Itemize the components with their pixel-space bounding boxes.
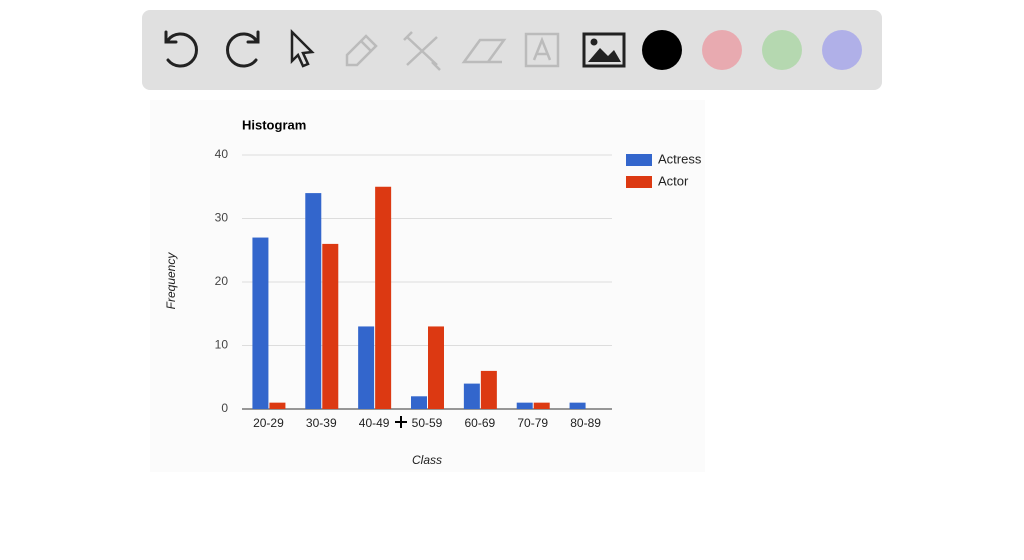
bar bbox=[428, 326, 444, 409]
x-tick-label: 60-69 bbox=[465, 416, 496, 430]
bar bbox=[305, 193, 322, 409]
y-tick-label: 10 bbox=[215, 338, 229, 352]
y-axis-label: Frequency bbox=[164, 252, 178, 310]
bar bbox=[269, 402, 286, 409]
tools-tool[interactable] bbox=[403, 31, 441, 71]
chart-title: Histogram bbox=[242, 117, 306, 132]
y-tick-label: 0 bbox=[221, 401, 228, 415]
pencil-tool[interactable] bbox=[345, 34, 378, 67]
legend-label: Actress bbox=[658, 151, 702, 166]
redo-button[interactable] bbox=[226, 30, 260, 68]
bar bbox=[252, 237, 269, 409]
x-tick-label: 20-29 bbox=[253, 416, 284, 430]
bar bbox=[533, 402, 550, 409]
color-green[interactable] bbox=[762, 30, 802, 70]
x-tick-label: 80-89 bbox=[570, 416, 601, 430]
color-black[interactable] bbox=[642, 30, 682, 70]
undo-button[interactable] bbox=[164, 30, 198, 68]
color-purple[interactable] bbox=[822, 30, 862, 70]
y-tick-label: 30 bbox=[215, 211, 229, 225]
bar bbox=[516, 402, 533, 409]
legend-label: Actor bbox=[658, 173, 689, 188]
legend-swatch bbox=[626, 154, 652, 166]
bar bbox=[463, 383, 480, 409]
y-tick-label: 20 bbox=[215, 274, 229, 288]
x-tick-label: 70-79 bbox=[517, 416, 548, 430]
eraser-tool[interactable] bbox=[461, 38, 507, 64]
x-tick-label: 50-59 bbox=[412, 416, 443, 430]
image-tool[interactable] bbox=[582, 32, 626, 68]
bar bbox=[411, 396, 427, 409]
bar bbox=[569, 402, 586, 409]
toolbar-icons bbox=[164, 28, 862, 71]
x-axis-label: Class bbox=[412, 453, 442, 467]
chart-background bbox=[150, 100, 705, 472]
y-tick-label: 40 bbox=[215, 147, 229, 161]
bar bbox=[358, 326, 375, 409]
bar bbox=[375, 186, 392, 409]
x-tick-label: 40-49 bbox=[359, 416, 390, 430]
toolbar bbox=[142, 10, 882, 90]
select-tool[interactable] bbox=[290, 28, 315, 68]
bar bbox=[322, 243, 339, 409]
text-tool[interactable] bbox=[524, 32, 560, 68]
color-pink[interactable] bbox=[702, 30, 742, 70]
legend-swatch bbox=[626, 176, 652, 188]
move-cursor bbox=[395, 416, 407, 428]
x-tick-label: 30-39 bbox=[306, 416, 337, 430]
bar bbox=[480, 370, 497, 409]
